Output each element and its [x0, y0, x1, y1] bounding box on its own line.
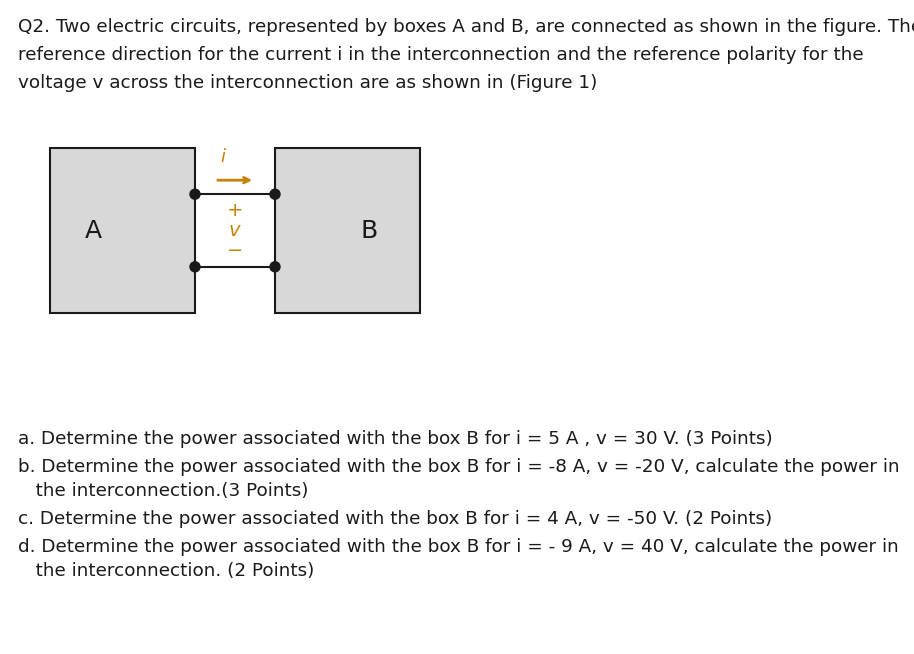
Text: the interconnection.(3 Points): the interconnection.(3 Points) [18, 482, 309, 500]
Text: voltage v across the interconnection are as shown in (Figure 1): voltage v across the interconnection are… [18, 74, 598, 92]
Circle shape [270, 262, 280, 272]
Text: reference direction for the current i in the interconnection and the reference p: reference direction for the current i in… [18, 46, 864, 64]
Text: c. Determine the power associated with the box B for i = 4 A, v = -50 V. (2 Poin: c. Determine the power associated with t… [18, 510, 772, 528]
Text: the interconnection. (2 Points): the interconnection. (2 Points) [18, 562, 314, 580]
Text: A: A [85, 218, 102, 243]
Text: B: B [361, 218, 377, 243]
Text: a. Determine the power associated with the box B for i = 5 A , v = 30 V. (3 Poin: a. Determine the power associated with t… [18, 430, 772, 448]
Bar [50, 148, 195, 313]
Text: +: + [227, 201, 243, 220]
Text: Q2. Two electric circuits, represented by boxes A and B, are connected as shown : Q2. Two electric circuits, represented b… [18, 18, 914, 36]
Circle shape [190, 262, 200, 272]
Text: d. Determine the power associated with the box B for i = - 9 A, v = 40 V, calcul: d. Determine the power associated with t… [18, 538, 898, 556]
Text: $v$: $v$ [228, 221, 242, 240]
Text: $i$: $i$ [219, 148, 227, 166]
Text: b. Determine the power associated with the box B for i = -8 A, v = -20 V, calcul: b. Determine the power associated with t… [18, 458, 899, 476]
Circle shape [270, 189, 280, 199]
Bar [275, 148, 420, 313]
Circle shape [190, 189, 200, 199]
Text: −: − [227, 241, 243, 260]
